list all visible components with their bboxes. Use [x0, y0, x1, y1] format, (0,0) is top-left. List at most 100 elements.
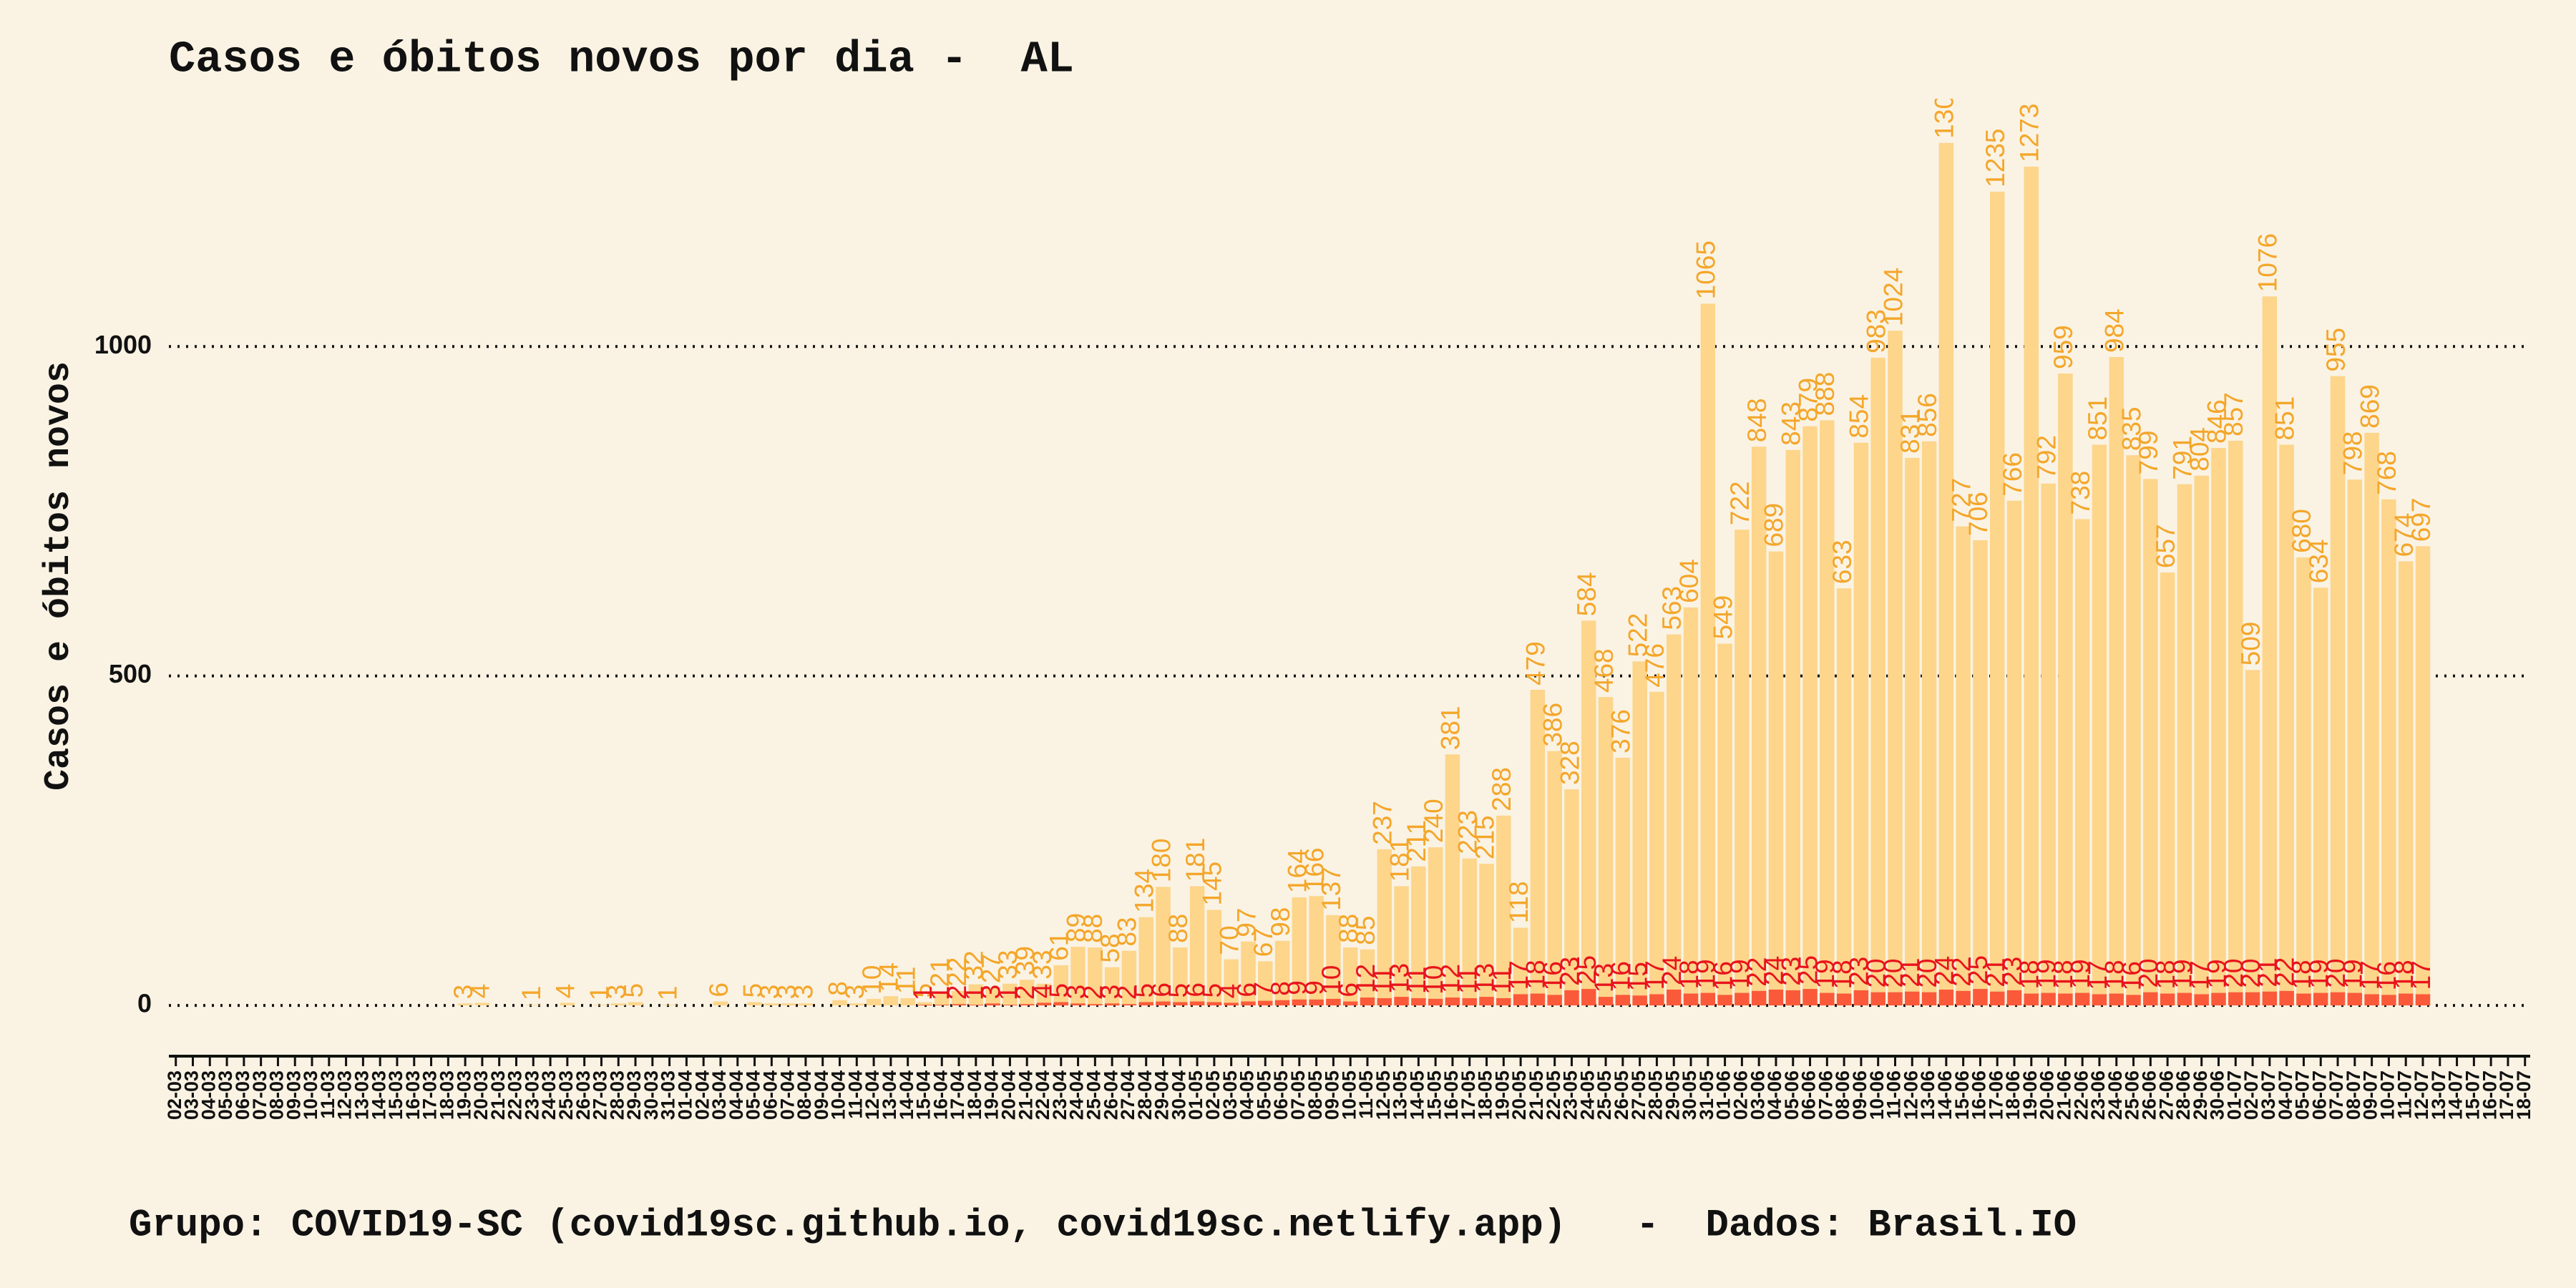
x-tick-label: 12-06 [1900, 1070, 1921, 1120]
value-label: 18 [2015, 960, 2044, 989]
bar [781, 1003, 796, 1006]
x-tick-label: 29-05 [1662, 1070, 1683, 1120]
bar [1088, 1004, 1103, 1006]
x-tick-label: 06-06 [1798, 1070, 1820, 1120]
x-tick-label: 16-04 [930, 1070, 951, 1120]
value-label: 19 [2202, 959, 2231, 988]
bars [457, 142, 2431, 1006]
bar [1513, 927, 1528, 1006]
bar [1513, 994, 1528, 1006]
bar [1462, 997, 1477, 1006]
bar [2074, 992, 2090, 1006]
value-label: 19 [2066, 959, 2095, 988]
bar [1785, 990, 1800, 1006]
bar [985, 1003, 1000, 1006]
value-label: 88 [1334, 914, 1363, 943]
x-tick-label: 22-05 [1543, 1070, 1564, 1120]
x-tick-label: 10-05 [1338, 1070, 1360, 1120]
value-label: 3 [449, 985, 478, 1000]
value-label: 584 [1572, 572, 1601, 617]
bar [2279, 990, 2294, 1006]
bar [611, 1003, 626, 1006]
value-label: 1065 [1692, 240, 1721, 299]
x-tick-label: 13-07 [2428, 1070, 2449, 1120]
value-label: 689 [1760, 503, 1789, 547]
bar [2313, 992, 2328, 1006]
bar [1189, 886, 1205, 1006]
bar [1036, 1002, 1052, 1006]
value-label: 12 [1351, 964, 1380, 993]
bar [1905, 991, 1920, 1006]
bar [1581, 620, 1596, 1006]
bar [1292, 999, 1307, 1006]
bar [2143, 479, 2158, 1006]
value-label: 3 [1061, 985, 1091, 1000]
value-label: 85 [1351, 916, 1380, 945]
x-tick-label: 28-05 [1645, 1070, 1667, 1120]
x-tick-label: 17-03 [419, 1070, 441, 1120]
x-tick-label: 05-07 [2292, 1070, 2313, 1120]
x-tick-label: 27-05 [1628, 1070, 1649, 1120]
bar [2296, 557, 2311, 1006]
bar [1088, 947, 1103, 1006]
value-label: 10 [857, 965, 887, 995]
value-label: 3 [840, 985, 869, 1000]
value-label: 851 [2270, 396, 2299, 441]
value-label: 799 [2134, 431, 2163, 475]
value-label: 18 [2287, 960, 2316, 989]
value-label: 12 [1436, 964, 1465, 993]
bar [1870, 992, 1885, 1006]
bar [1138, 1002, 1153, 1006]
bar [1428, 998, 1443, 1006]
bar [935, 991, 950, 1006]
value-label: 215 [1470, 815, 1499, 859]
value-label: 16 [1538, 961, 1567, 990]
bar [2211, 992, 2226, 1006]
bar [1530, 690, 1546, 1006]
value-label: 1024 [1878, 268, 1908, 326]
x-tick-label: 15-06 [1951, 1070, 1973, 1120]
bar [951, 1004, 967, 1006]
bar [1768, 551, 1784, 1006]
value-label: 1 [653, 986, 682, 1001]
bar [1649, 691, 1664, 1006]
x-tick-label: 21-06 [2054, 1070, 2075, 1120]
y-axis-label: Casos e óbitos novos [39, 361, 79, 791]
value-label: 16 [2372, 961, 2401, 990]
value-label: 798 [2338, 431, 2368, 476]
x-tick-label: 05-06 [1781, 1070, 1802, 1120]
bar [1445, 997, 1460, 1006]
bar [764, 1003, 779, 1006]
bar [1206, 909, 1222, 1006]
value-label: 20 [1861, 959, 1890, 988]
x-tick-label: 14-03 [368, 1070, 389, 1120]
x-tick-label: 04-03 [197, 1070, 219, 1120]
bar [1632, 995, 1647, 1006]
x-tick-label: 08-05 [1304, 1070, 1326, 1120]
value-label: 476 [1640, 643, 1669, 688]
value-label: 17 [2083, 960, 2112, 990]
value-label: 14 [874, 962, 904, 992]
value-label: 237 [1368, 801, 1397, 845]
x-tick-label: 05-04 [743, 1070, 764, 1120]
value-label: 21 [1981, 958, 2010, 987]
x-tick-label: 15-04 [913, 1070, 935, 1120]
bar [1224, 1002, 1239, 1006]
bar [2398, 993, 2414, 1006]
value-label: 70 [1214, 925, 1244, 955]
bar [2126, 455, 2141, 1006]
bar [1768, 989, 1784, 1006]
value-label: 848 [1742, 398, 1772, 442]
value-label: 137 [1317, 867, 1346, 911]
bar [1274, 940, 1290, 1006]
bar [1785, 449, 1800, 1006]
value-label: 5 [1198, 983, 1227, 998]
x-tick-label: 02-04 [691, 1070, 713, 1120]
value-label: 851 [2083, 396, 2112, 441]
value-label: 20 [1913, 959, 1942, 988]
value-label: 955 [2321, 328, 2351, 372]
x-tick-label: 16-03 [402, 1070, 424, 1120]
value-label: 288 [1487, 767, 1516, 811]
x-tick-label: 22-04 [1032, 1070, 1053, 1120]
